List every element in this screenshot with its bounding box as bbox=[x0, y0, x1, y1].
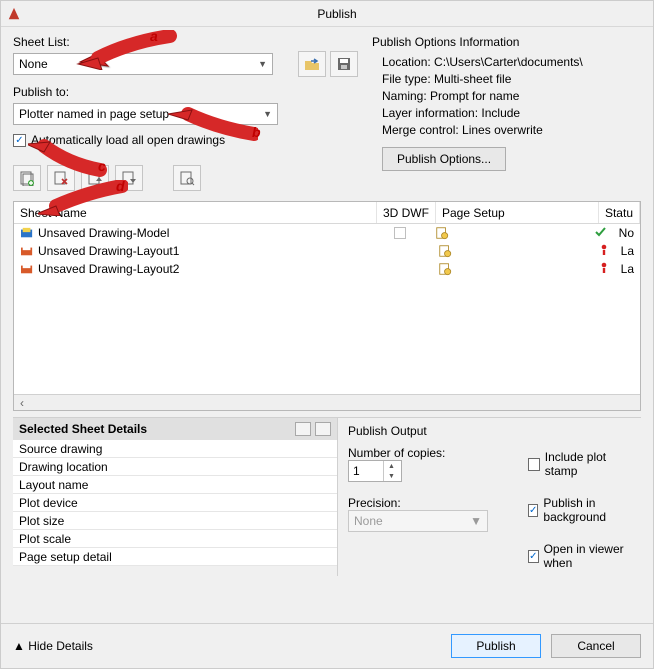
status-icon bbox=[599, 262, 609, 277]
sheet-name: Unsaved Drawing-Layout2 bbox=[38, 262, 179, 276]
detail-row: Page setup detail bbox=[13, 548, 337, 566]
publish-to-label: Publish to: bbox=[13, 85, 358, 99]
table-header: Sheet Name 3D DWF Page Setup Statu bbox=[14, 202, 640, 224]
status-text: La bbox=[621, 262, 634, 276]
open-viewer-checkbox[interactable]: ✓ bbox=[528, 550, 539, 563]
sheet-icon bbox=[20, 263, 34, 275]
copies-input[interactable] bbox=[349, 464, 383, 478]
status-icon bbox=[599, 244, 609, 259]
publish-to-select[interactable]: Plotter named in page setup ▼ bbox=[13, 103, 278, 125]
detail-row: Plot device bbox=[13, 494, 337, 512]
spin-down-icon[interactable]: ▼ bbox=[384, 471, 399, 481]
publish-button[interactable]: Publish bbox=[451, 634, 541, 658]
open-sheet-list-button[interactable] bbox=[298, 51, 326, 77]
sheet-plus-icon bbox=[19, 170, 35, 186]
info-location: Location: C:\Users\Carter\documents\ bbox=[382, 55, 641, 69]
dialog-footer: ▲ Hide Details Publish Cancel bbox=[1, 623, 653, 668]
detail-row: Plot size bbox=[13, 512, 337, 530]
annotation-a: a bbox=[150, 28, 158, 44]
col-sheet-name[interactable]: Sheet Name bbox=[14, 202, 377, 223]
output-title: Publish Output bbox=[348, 424, 631, 438]
sheet-table: Sheet Name 3D DWF Page Setup Statu Unsav… bbox=[13, 201, 641, 411]
table-row[interactable]: Unsaved Drawing-Layout1 La bbox=[14, 242, 640, 260]
status-icon bbox=[595, 226, 607, 241]
spin-up-icon[interactable]: ▲ bbox=[384, 461, 399, 471]
app-icon bbox=[7, 7, 21, 21]
details-icon-1[interactable] bbox=[295, 422, 311, 436]
publish-options-button[interactable]: Publish Options... bbox=[382, 147, 506, 171]
details-title: Selected Sheet Details bbox=[19, 422, 147, 436]
open-viewer-label: Open in viewer when bbox=[544, 542, 631, 570]
page-setup-icon bbox=[438, 262, 452, 276]
status-text: No bbox=[619, 226, 634, 240]
autoload-label: Automatically load all open drawings bbox=[31, 133, 225, 147]
options-info-title: Publish Options Information bbox=[372, 35, 641, 49]
folder-arrow-icon bbox=[304, 56, 320, 72]
detail-row: Drawing location bbox=[13, 458, 337, 476]
info-merge: Merge control: Lines overwrite bbox=[382, 123, 641, 137]
sheet-list-value: None bbox=[19, 57, 48, 71]
status-text: La bbox=[621, 244, 634, 258]
window-title: Publish bbox=[27, 7, 647, 21]
save-icon bbox=[336, 56, 352, 72]
chevron-down-icon: ▼ bbox=[470, 514, 482, 528]
autoload-checkbox[interactable]: ✓ bbox=[13, 134, 26, 147]
scroll-left-icon[interactable]: ‹ bbox=[14, 396, 30, 410]
detail-row: Layout name bbox=[13, 476, 337, 494]
annotation-d: d bbox=[116, 178, 125, 194]
info-layer: Layer information: Include bbox=[382, 106, 641, 120]
col-page-setup[interactable]: Page Setup bbox=[436, 202, 599, 223]
copies-label: Number of copies: bbox=[348, 446, 488, 460]
page-setup-icon bbox=[435, 226, 449, 240]
col-3d-dwf[interactable]: 3D DWF bbox=[377, 202, 436, 223]
cancel-button[interactable]: Cancel bbox=[551, 634, 641, 658]
selected-sheet-details: Selected Sheet Details Source drawingDra… bbox=[13, 418, 338, 576]
copies-stepper[interactable]: ▲▼ bbox=[348, 460, 402, 482]
detail-row: Plot scale bbox=[13, 530, 337, 548]
preview-icon bbox=[179, 170, 195, 186]
table-row[interactable]: Unsaved Drawing-Model No bbox=[14, 224, 640, 242]
col-status[interactable]: Statu bbox=[599, 202, 640, 223]
precision-label: Precision: bbox=[348, 496, 488, 510]
detail-row: Source drawing bbox=[13, 440, 337, 458]
page-setup-icon bbox=[438, 244, 452, 258]
publish-to-value: Plotter named in page setup bbox=[19, 107, 169, 121]
horizontal-scrollbar[interactable]: ‹ bbox=[14, 394, 640, 410]
publish-bg-checkbox[interactable]: ✓ bbox=[528, 504, 538, 517]
chevron-down-icon: ▼ bbox=[258, 59, 267, 69]
sheet-list-select[interactable]: None ▼ bbox=[13, 53, 273, 75]
remove-sheets-button[interactable] bbox=[47, 165, 75, 191]
table-row[interactable]: Unsaved Drawing-Layout2 La bbox=[14, 260, 640, 278]
publish-output: Publish Output Number of copies: ▲▼ Prec… bbox=[338, 418, 641, 576]
hide-details-toggle[interactable]: ▲ Hide Details bbox=[13, 639, 93, 653]
save-sheet-list-button[interactable] bbox=[330, 51, 358, 77]
sheet-icon bbox=[20, 227, 34, 239]
annotation-b: b bbox=[252, 124, 261, 140]
sheet-name: Unsaved Drawing-Model bbox=[38, 226, 169, 240]
publish-bg-label: Publish in background bbox=[543, 496, 631, 524]
precision-select: None▼ bbox=[348, 510, 488, 532]
include-stamp-label: Include plot stamp bbox=[545, 450, 631, 478]
dwf-checkbox[interactable] bbox=[394, 227, 406, 239]
chevron-down-icon: ▼ bbox=[263, 109, 272, 119]
details-icon-2[interactable] bbox=[315, 422, 331, 436]
annotation-c: c bbox=[98, 158, 106, 174]
include-stamp-checkbox[interactable] bbox=[528, 458, 540, 471]
publish-dialog: Publish Sheet List: None ▼ bbox=[0, 0, 654, 669]
preview-button[interactable] bbox=[173, 165, 201, 191]
sheet-name: Unsaved Drawing-Layout1 bbox=[38, 244, 179, 258]
sheet-x-icon bbox=[53, 170, 69, 186]
info-naming: Naming: Prompt for name bbox=[382, 89, 641, 103]
info-filetype: File type: Multi-sheet file bbox=[382, 72, 641, 86]
add-sheets-button[interactable] bbox=[13, 165, 41, 191]
sheet-icon bbox=[20, 245, 34, 257]
titlebar: Publish bbox=[1, 1, 653, 27]
